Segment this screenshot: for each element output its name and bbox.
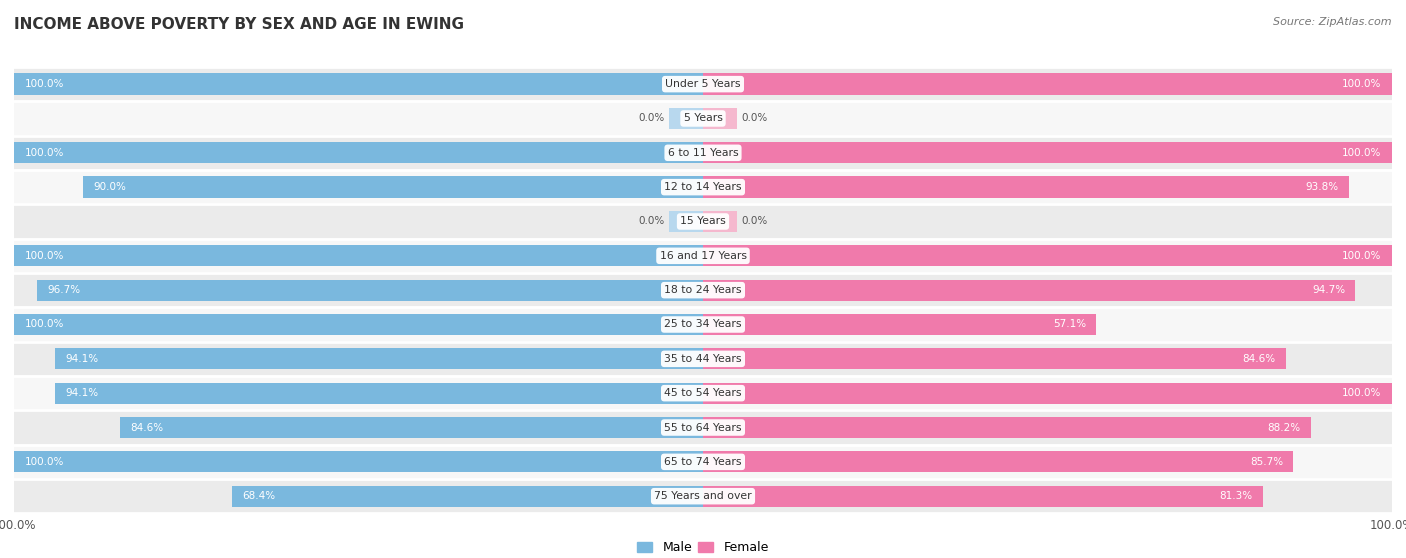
Bar bbox=[703, 142, 1392, 163]
Text: Under 5 Years: Under 5 Years bbox=[665, 79, 741, 89]
Bar bbox=[14, 239, 1392, 273]
Bar bbox=[55, 383, 703, 404]
Bar bbox=[37, 280, 703, 301]
Text: 68.4%: 68.4% bbox=[242, 491, 276, 501]
Text: 5 Years: 5 Years bbox=[683, 113, 723, 123]
Text: 100.0%: 100.0% bbox=[1343, 148, 1382, 158]
Bar bbox=[55, 348, 703, 369]
Text: 81.3%: 81.3% bbox=[1219, 491, 1253, 501]
Bar bbox=[14, 67, 1392, 102]
Text: 0.0%: 0.0% bbox=[741, 113, 768, 123]
Bar bbox=[14, 273, 1392, 307]
Bar bbox=[14, 410, 1392, 445]
Text: 0.0%: 0.0% bbox=[638, 113, 665, 123]
Text: 15 Years: 15 Years bbox=[681, 217, 725, 227]
Bar bbox=[14, 451, 703, 473]
Bar bbox=[669, 108, 703, 129]
Text: 100.0%: 100.0% bbox=[24, 148, 63, 158]
Bar bbox=[14, 341, 1392, 376]
Bar bbox=[14, 314, 703, 335]
Text: Source: ZipAtlas.com: Source: ZipAtlas.com bbox=[1274, 17, 1392, 27]
Bar bbox=[14, 102, 1392, 136]
Bar bbox=[83, 176, 703, 198]
Text: 25 to 34 Years: 25 to 34 Years bbox=[664, 320, 742, 329]
Bar bbox=[703, 74, 1392, 95]
Bar bbox=[14, 376, 1392, 410]
Text: 0.0%: 0.0% bbox=[741, 217, 768, 227]
Bar bbox=[14, 142, 703, 163]
Text: 12 to 14 Years: 12 to 14 Years bbox=[664, 182, 742, 192]
Bar bbox=[14, 307, 1392, 341]
Bar bbox=[120, 417, 703, 438]
Text: 65 to 74 Years: 65 to 74 Years bbox=[664, 457, 742, 467]
Bar bbox=[703, 417, 1310, 438]
Text: 100.0%: 100.0% bbox=[1343, 251, 1382, 261]
Bar bbox=[703, 108, 738, 129]
Bar bbox=[14, 170, 1392, 204]
Text: 6 to 11 Years: 6 to 11 Years bbox=[668, 148, 738, 158]
Text: 94.1%: 94.1% bbox=[65, 354, 98, 364]
Bar bbox=[703, 245, 1392, 267]
Bar bbox=[14, 245, 703, 267]
Bar bbox=[14, 204, 1392, 239]
Bar bbox=[14, 445, 1392, 479]
Text: 100.0%: 100.0% bbox=[24, 251, 63, 261]
Text: 84.6%: 84.6% bbox=[131, 422, 163, 432]
Text: 55 to 64 Years: 55 to 64 Years bbox=[664, 422, 742, 432]
Bar bbox=[232, 485, 703, 507]
Text: 94.1%: 94.1% bbox=[65, 388, 98, 398]
Bar bbox=[14, 74, 703, 95]
Text: 85.7%: 85.7% bbox=[1250, 457, 1284, 467]
Text: 100.0%: 100.0% bbox=[1343, 79, 1382, 89]
Text: 75 Years and over: 75 Years and over bbox=[654, 491, 752, 501]
Bar bbox=[703, 314, 1097, 335]
Text: 100.0%: 100.0% bbox=[1343, 388, 1382, 398]
Bar bbox=[703, 485, 1263, 507]
Bar bbox=[14, 479, 1392, 513]
Text: 57.1%: 57.1% bbox=[1053, 320, 1085, 329]
Text: 100.0%: 100.0% bbox=[24, 457, 63, 467]
Text: 35 to 44 Years: 35 to 44 Years bbox=[664, 354, 742, 364]
Bar bbox=[703, 383, 1392, 404]
Text: 45 to 54 Years: 45 to 54 Years bbox=[664, 388, 742, 398]
Text: 90.0%: 90.0% bbox=[93, 182, 127, 192]
Text: INCOME ABOVE POVERTY BY SEX AND AGE IN EWING: INCOME ABOVE POVERTY BY SEX AND AGE IN E… bbox=[14, 17, 464, 32]
Bar bbox=[703, 280, 1355, 301]
Text: 94.7%: 94.7% bbox=[1312, 285, 1346, 295]
Bar bbox=[669, 211, 703, 232]
Text: 0.0%: 0.0% bbox=[638, 217, 665, 227]
Text: 96.7%: 96.7% bbox=[48, 285, 80, 295]
Text: 16 and 17 Years: 16 and 17 Years bbox=[659, 251, 747, 261]
Bar bbox=[703, 176, 1350, 198]
Text: 18 to 24 Years: 18 to 24 Years bbox=[664, 285, 742, 295]
Text: 93.8%: 93.8% bbox=[1306, 182, 1339, 192]
Legend: Male, Female: Male, Female bbox=[631, 535, 775, 558]
Text: 88.2%: 88.2% bbox=[1267, 422, 1301, 432]
Text: 100.0%: 100.0% bbox=[24, 320, 63, 329]
Bar bbox=[703, 348, 1286, 369]
Bar bbox=[703, 451, 1294, 473]
Text: 100.0%: 100.0% bbox=[24, 79, 63, 89]
Bar bbox=[14, 136, 1392, 170]
Text: 84.6%: 84.6% bbox=[1243, 354, 1275, 364]
Bar bbox=[703, 211, 738, 232]
